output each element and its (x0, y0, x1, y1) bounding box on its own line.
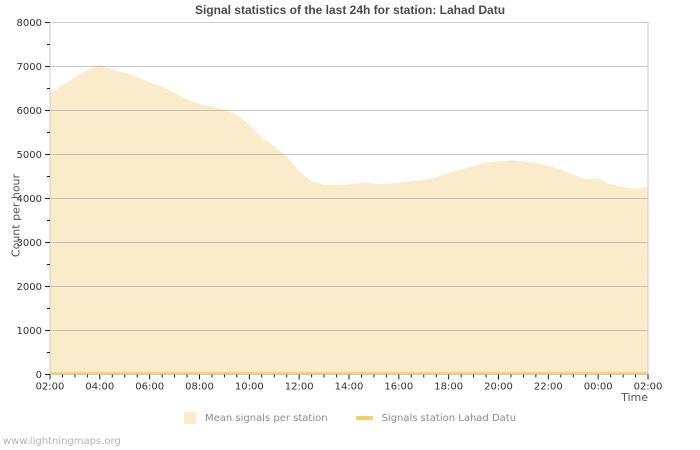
x-tick-label: 06:00 (135, 382, 164, 393)
y-tick-label: 6000 (17, 106, 42, 117)
y-tick-label: 8000 (17, 18, 42, 29)
station-line-swatch (355, 416, 373, 420)
y-tick-label: 2000 (17, 282, 42, 293)
watermark: www.lightningmaps.org (3, 436, 121, 447)
y-tick-label: 1000 (17, 326, 42, 337)
x-tick-label: 02:00 (634, 382, 663, 393)
y-tick-label: 4000 (17, 194, 42, 205)
x-tick-label: 12:00 (285, 382, 314, 393)
x-tick-label: 08:00 (185, 382, 214, 393)
x-tick-label: 02:00 (36, 382, 65, 393)
mean-area (50, 64, 648, 375)
legend-label-station: Signals station Lahad Datu (381, 412, 517, 424)
x-tick-label: 16:00 (384, 382, 413, 393)
x-tick-label: 22:00 (534, 382, 563, 393)
x-tick-label: 04:00 (85, 382, 114, 393)
x-tick-label: 14:00 (335, 382, 364, 393)
chart-title: Signal statistics of the last 24h for st… (194, 3, 506, 17)
x-tick-label: 00:00 (584, 382, 613, 393)
y-tick-label: 7000 (17, 62, 42, 73)
y-tick-label: 3000 (17, 238, 42, 249)
x-axis-title: Time (621, 391, 648, 404)
y-axis-title: Count per hour (9, 173, 23, 258)
chart-legend: Mean signals per station Signals station… (0, 410, 700, 426)
x-tick-label: 10:00 (235, 382, 264, 393)
x-tick-label: 18:00 (434, 382, 463, 393)
legend-item-mean: Mean signals per station (183, 412, 328, 424)
legend-item-station: Signals station Lahad Datu (355, 412, 517, 424)
mean-area-swatch (183, 412, 196, 424)
legend-label-mean: Mean signals per station (204, 412, 328, 424)
y-tick-label: 5000 (17, 150, 42, 161)
y-tick-label: 0 (36, 370, 42, 381)
x-tick-label: 20:00 (484, 382, 513, 393)
